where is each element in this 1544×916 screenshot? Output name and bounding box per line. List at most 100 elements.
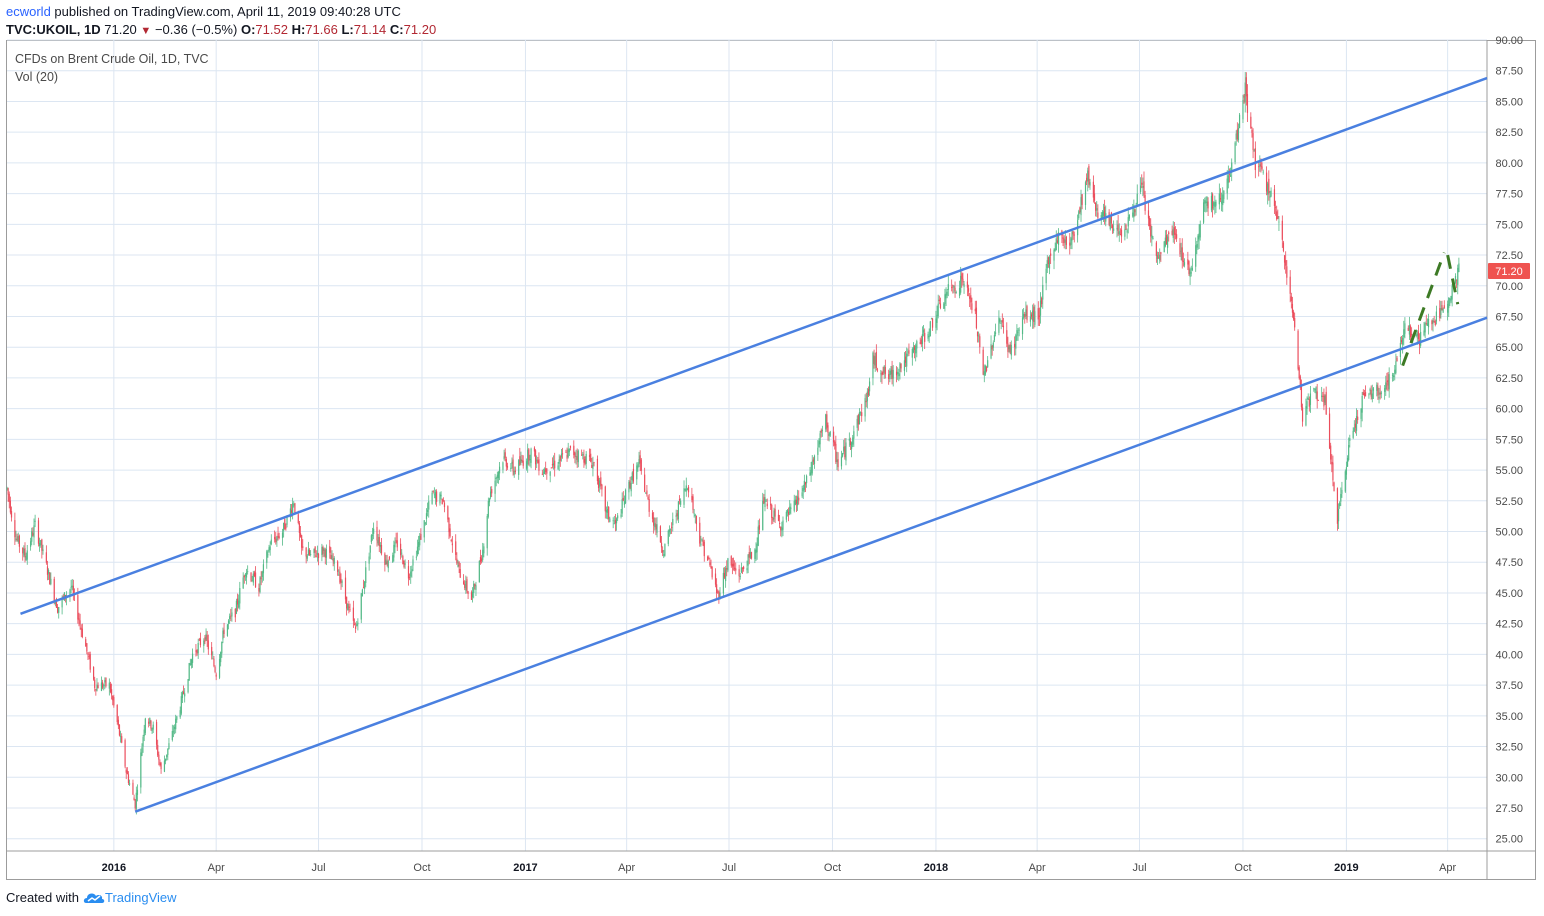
candle-body [1457, 267, 1459, 285]
candle-body [588, 455, 591, 457]
candle-body [1080, 197, 1082, 216]
candle-body [645, 492, 647, 494]
candle-body [1024, 314, 1026, 317]
candle-body [888, 374, 890, 380]
candle-body [522, 460, 524, 466]
candle-body [743, 566, 745, 570]
candle-body [958, 287, 961, 296]
candle-body [173, 727, 176, 729]
candle-body [691, 496, 693, 501]
candle-body [1190, 272, 1192, 274]
candle-body [1259, 164, 1261, 167]
channel-upper-line[interactable] [20, 76, 1488, 616]
candle-body [1345, 467, 1348, 475]
candle-body [730, 556, 732, 566]
candle-body [1150, 224, 1152, 237]
candle-body [1403, 329, 1405, 338]
candle-body [1415, 335, 1417, 337]
candle-body [622, 497, 624, 501]
candle-body [407, 566, 410, 579]
candle-body [782, 520, 784, 530]
candle-body [316, 553, 318, 555]
candle-body [1282, 242, 1285, 251]
candle-body [1300, 384, 1303, 408]
candle-body [1211, 194, 1214, 209]
candle-body [763, 497, 765, 504]
candle-body [266, 551, 268, 563]
candle-body [702, 540, 704, 546]
candle-body [1182, 260, 1184, 262]
candle-body [31, 531, 33, 542]
candle-body [1357, 416, 1359, 421]
candle-body [49, 572, 51, 585]
candle-body [1110, 212, 1112, 224]
candle-body [568, 448, 570, 453]
candle-body [152, 724, 154, 730]
candle-body [899, 363, 901, 372]
x-tick-label: 2016 [102, 862, 126, 874]
last-price-tag [1488, 263, 1530, 280]
candle-body [530, 448, 532, 463]
candle-body [1229, 175, 1232, 177]
pattern-left-dashed-line[interactable] [1401, 252, 1446, 367]
candle-body [937, 303, 939, 317]
candle-body [567, 449, 569, 458]
candle-body [141, 747, 143, 756]
candle-body [928, 335, 930, 338]
pattern-right-dashed-line[interactable] [1446, 254, 1460, 305]
candle-body [95, 689, 97, 691]
x-tick-label: Apr [618, 862, 635, 874]
candle-body [577, 450, 579, 463]
candle-body [583, 456, 585, 463]
candle-body [1450, 295, 1452, 302]
candle-body [1423, 330, 1425, 336]
candle-body [274, 536, 276, 540]
candle-body [128, 783, 131, 785]
candle-body [478, 560, 480, 583]
candle-body [906, 353, 908, 367]
channel-lower-line[interactable] [134, 316, 1488, 813]
candle-body [843, 446, 845, 452]
candle-body [552, 463, 555, 466]
candle-body [554, 460, 556, 469]
candle-body [662, 550, 664, 553]
candle-body [835, 443, 837, 463]
candle-body [672, 518, 674, 526]
y-tick-label: 42.50 [1495, 619, 1523, 631]
y-tick-label: 85.00 [1495, 96, 1523, 108]
candle-body [1000, 323, 1002, 325]
y-tick-label: 65.00 [1495, 342, 1523, 354]
close-label: C: [389, 22, 404, 37]
candle-body [546, 468, 548, 474]
candle-body [443, 502, 446, 508]
y-tick-label: 35.00 [1495, 711, 1523, 723]
candle-body [740, 567, 742, 573]
candle-body [809, 472, 811, 476]
candle-body [1207, 201, 1209, 209]
candle-body [253, 572, 256, 577]
candle-body [1281, 220, 1283, 240]
candle-body [600, 477, 602, 486]
candle-body [323, 548, 325, 551]
candle-body [609, 518, 611, 522]
candle-body [1328, 413, 1331, 449]
candle-body [324, 549, 326, 558]
candle-body [1030, 314, 1033, 317]
tradingview-logo[interactable]: TradingView [83, 890, 177, 905]
candle-body [1299, 376, 1301, 388]
candle-body [984, 365, 987, 375]
candle-body [168, 743, 170, 749]
candle-body [395, 540, 397, 542]
candle-body [299, 533, 302, 537]
candle-body [827, 425, 829, 433]
candle-body [707, 556, 709, 561]
candle-body [913, 346, 916, 351]
candle-body [1258, 166, 1260, 168]
candle-body [380, 544, 383, 554]
author-link[interactable]: ecworld [6, 4, 51, 19]
candle-body [991, 345, 993, 350]
candle-body [387, 560, 389, 569]
candle-body [393, 544, 395, 558]
candle-body [424, 522, 426, 524]
